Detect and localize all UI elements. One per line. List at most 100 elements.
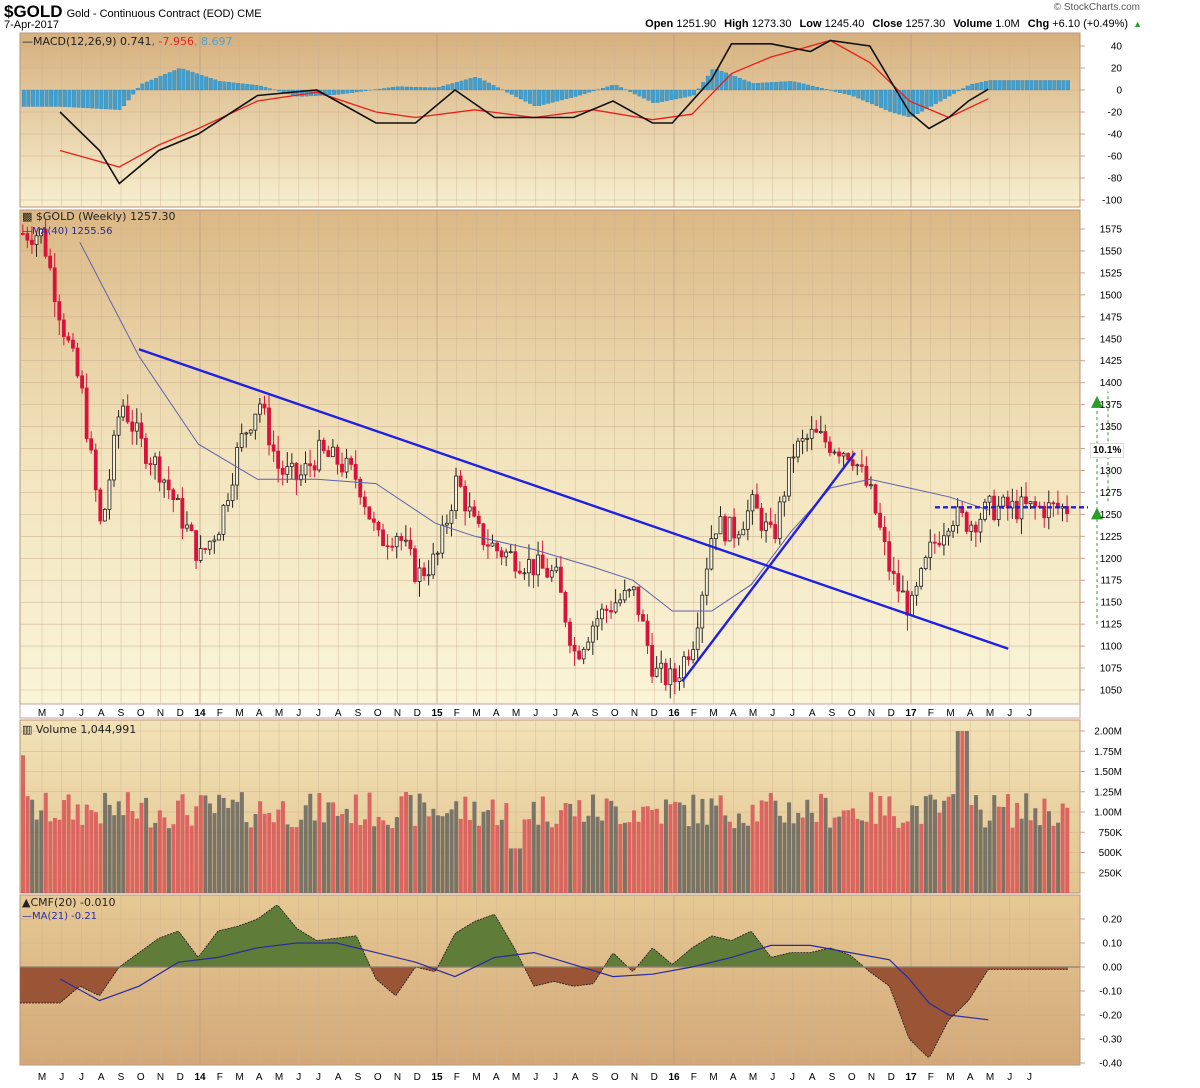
- macd-histogram-bar: [409, 86, 414, 91]
- date-tick-label: J: [79, 1072, 84, 1083]
- macd-histogram-bar: [140, 83, 145, 91]
- date-tick-label: O: [374, 1072, 382, 1083]
- candle-body: [481, 523, 486, 546]
- macd-histogram-bar: [363, 89, 368, 91]
- macd-histogram-bar: [386, 87, 391, 91]
- volume-bar: [746, 825, 751, 893]
- date-tick-label: A: [335, 1072, 342, 1083]
- macd-histogram-bar: [669, 89, 674, 101]
- candle-body: [198, 548, 203, 561]
- candle-body: [832, 451, 837, 454]
- macd-histogram-bar: [163, 74, 168, 91]
- date-tick-label: M: [235, 1072, 243, 1083]
- macd-histogram-bar: [559, 89, 564, 101]
- macd-histogram-bar: [414, 87, 418, 91]
- volume-bar: [1047, 811, 1051, 893]
- low-value: 1245.40: [824, 18, 865, 30]
- up-triangle-icon: ▲: [1133, 19, 1142, 29]
- volume-bar: [645, 806, 650, 893]
- date-tick-label: F: [454, 1072, 460, 1083]
- macd-histogram-bar: [245, 84, 250, 91]
- volume-bar: [609, 800, 614, 893]
- candle-body: [276, 450, 281, 469]
- candle-body: [800, 438, 805, 442]
- candle-body: [805, 437, 810, 440]
- macd-histogram-bar: [546, 89, 551, 104]
- macd-histogram-bar: [222, 81, 227, 91]
- candle-body: [900, 590, 905, 593]
- macd-histogram-bar: [400, 86, 405, 91]
- vol-axis-label: 2.00M: [1094, 727, 1122, 738]
- volume-bar: [25, 796, 30, 893]
- volume-bar: [864, 821, 869, 893]
- date-tick-label: S: [829, 1072, 836, 1083]
- candle-body: [622, 590, 627, 601]
- macd-histogram-bar: [404, 86, 409, 91]
- cmf-negative-area: [20, 967, 1068, 1058]
- macd-histogram-bar: [683, 89, 687, 98]
- candle-body: [586, 641, 591, 650]
- candle-body: [723, 516, 727, 542]
- candle-body: [1019, 496, 1024, 520]
- volume-bar: [331, 802, 336, 893]
- candle-body: [262, 403, 267, 409]
- macd-histogram-bar: [961, 88, 966, 91]
- macd-histogram-bar: [769, 82, 774, 91]
- candle-body: [572, 644, 577, 652]
- date-tick-label: 14: [194, 708, 206, 719]
- macd-histogram-bar: [240, 83, 245, 91]
- volume-bar: [764, 801, 769, 893]
- date-tick-label: S: [592, 708, 599, 719]
- price-axis-label: 1450: [1100, 334, 1123, 345]
- macd-histogram-bar: [21, 89, 26, 107]
- candle-body: [449, 510, 454, 524]
- macd-histogram-bar: [860, 89, 865, 101]
- candle-body: [704, 568, 709, 596]
- date-tick-label: M: [709, 708, 717, 719]
- candle-body: [973, 524, 978, 533]
- volume-bar: [244, 822, 249, 893]
- macd-histogram-bar: [67, 89, 72, 108]
- volume-bar: [618, 824, 623, 893]
- macd-histogram-bar: [436, 87, 441, 91]
- candle-body: [289, 462, 294, 467]
- macd-histogram-bar: [350, 89, 355, 93]
- volume-bar: [340, 813, 345, 893]
- macd-histogram-bar: [208, 78, 213, 91]
- macd-histogram-bar: [295, 89, 300, 97]
- volume-bar: [239, 792, 244, 893]
- candle-body: [983, 501, 987, 520]
- volume-bar: [545, 821, 550, 893]
- date-tick-label: J: [316, 1072, 321, 1083]
- macd-histogram-bar: [806, 84, 811, 91]
- high-label: High: [724, 18, 749, 30]
- volume-bar: [280, 801, 285, 893]
- volume-bar: [919, 823, 924, 893]
- price-axis-label: 1575: [1100, 225, 1123, 236]
- price-axis-label: 1400: [1100, 378, 1123, 389]
- volume-legend: ▥ Volume 1,044,991: [22, 723, 136, 736]
- candle-body: [121, 405, 126, 418]
- price-axis-label: 1350: [1100, 422, 1123, 433]
- candle-body: [859, 464, 864, 467]
- candle-body: [741, 528, 746, 536]
- cmf-line: [20, 905, 1068, 1058]
- candle-body: [107, 479, 112, 510]
- candle-body: [171, 489, 176, 500]
- candle-body: [682, 656, 686, 679]
- candle-body: [791, 456, 796, 459]
- volume-bar: [896, 827, 901, 893]
- macd-histogram-bar: [58, 89, 63, 107]
- volume-bar: [1037, 825, 1042, 893]
- volume-bar: [549, 827, 554, 893]
- macd-histogram-bar: [897, 89, 902, 115]
- macd-histogram-bar: [1029, 80, 1034, 91]
- date-tick-label: A: [493, 1072, 500, 1083]
- candle-body: [372, 518, 376, 523]
- candle-body: [267, 407, 271, 446]
- date-tick-label: M: [512, 1072, 520, 1083]
- date-tick-label: S: [118, 708, 125, 719]
- date-tick-label: A: [572, 708, 579, 719]
- macd-histogram-bar: [509, 89, 514, 95]
- candle-body: [317, 439, 322, 471]
